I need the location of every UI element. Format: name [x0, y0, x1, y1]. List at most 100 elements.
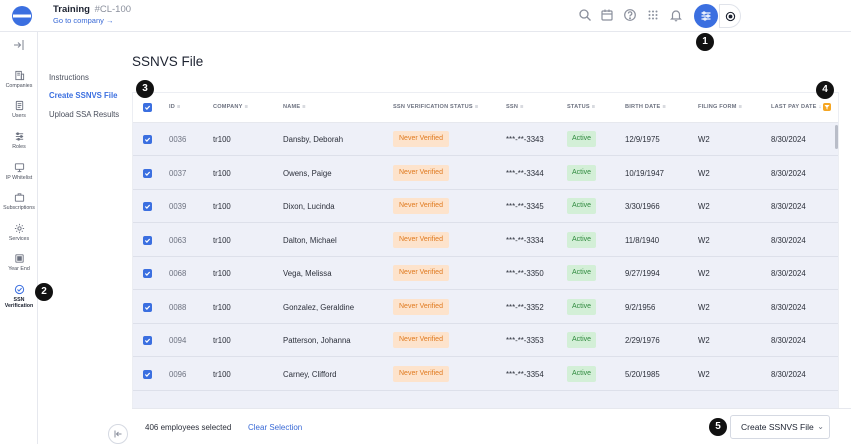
row-checkbox[interactable]: [143, 302, 152, 312]
row-checkbox[interactable]: [143, 235, 152, 245]
apps-grid-icon[interactable]: [646, 8, 660, 22]
nav-year-end[interactable]: Year End: [0, 253, 38, 272]
callout-marker-3: 3: [136, 80, 154, 98]
cell-ssn: ***-**-3345: [506, 202, 544, 211]
clear-selection-link[interactable]: Clear Selection: [248, 423, 303, 432]
cell-name: Dalton, Michael: [283, 235, 337, 245]
row-checkbox[interactable]: [143, 369, 152, 379]
table-row[interactable]: 0096 tr100 Carney, Clifford Never Verified *…: [133, 358, 838, 391]
cell-name: Owens, Paige: [283, 168, 332, 178]
cell-company: tr100: [213, 269, 231, 278]
nav-companies[interactable]: Companies: [0, 70, 38, 89]
cell-id: 0088: [169, 302, 187, 312]
cell-birth-date: 12/9/1975: [625, 135, 660, 144]
subnav-upload-ssa-results[interactable]: Upload SSA Results: [49, 110, 120, 119]
calendar-icon[interactable]: [600, 8, 614, 22]
cell-last-pay-date: 8/30/2024: [771, 202, 806, 211]
column-header-name[interactable]: NAME ≡: [283, 104, 306, 110]
column-header-id[interactable]: ID ≡: [169, 104, 181, 110]
nav-label-line1: SSN: [13, 297, 25, 303]
chevron-down-icon[interactable]: ⌄: [817, 422, 824, 431]
user-menu-button[interactable]: [719, 4, 741, 28]
secondary-nav: Instructions Create SSNVS File Upload SS…: [38, 32, 132, 444]
cell-ssn: ***-**-3344: [506, 168, 544, 178]
callout-marker-5: 5: [709, 418, 727, 436]
column-header-birth-date[interactable]: BIRTH DATE ≡: [625, 104, 666, 110]
filter-icon[interactable]: ≡: [302, 104, 306, 110]
bell-icon[interactable]: [669, 8, 683, 22]
table-row[interactable]: 0037 tr100 Owens, Paige Never Verified ***-*…: [133, 157, 838, 190]
monitor-icon: [14, 163, 24, 173]
row-checkbox[interactable]: [143, 202, 152, 211]
go-to-company-link[interactable]: Go to company →: [53, 16, 114, 25]
status-badge-active: Active: [567, 298, 597, 315]
column-header-ssn-status[interactable]: SSN VERIFICATION STATUS ≡: [393, 104, 479, 110]
nav-label-line2: Verification: [4, 303, 34, 309]
active-filter-icon[interactable]: [823, 103, 831, 111]
table-row[interactable]: 0068 tr100 Vega, Melissa Never Verified ***-…: [133, 257, 838, 290]
sort-desc-icon[interactable]: ↓: [818, 104, 822, 110]
cell-id: 0096: [169, 369, 187, 379]
column-header-last-pay-date[interactable]: LAST PAY DATE ↓: [771, 104, 822, 110]
nav-roles[interactable]: Roles: [0, 131, 38, 150]
column-header-company[interactable]: COMPANY ≡: [213, 104, 249, 110]
primary-nav-rail: Companies Users Roles IP Whitelist Subsc…: [0, 32, 38, 444]
cell-ssn: ***-**-3334: [506, 235, 544, 245]
row-checkbox[interactable]: [143, 168, 152, 178]
filter-icon[interactable]: ≡: [520, 104, 524, 110]
check-icon: [144, 204, 151, 209]
table-row[interactable]: 0039 tr100 Dixon, Lucinda Never Verified ***…: [133, 190, 838, 223]
nav-ip-whitelist[interactable]: IP Whitelist: [0, 162, 38, 181]
nav-users[interactable]: Users: [0, 100, 38, 119]
nav-label: IP Whitelist: [5, 175, 33, 181]
status-badge-never-verified: Never Verified: [393, 164, 449, 181]
row-checkbox[interactable]: [143, 336, 152, 345]
cell-ssn: ***-**-3350: [506, 269, 544, 278]
collapse-nav-icon[interactable]: [12, 38, 26, 52]
check-icon: [144, 171, 151, 176]
page-title: SSNVS File: [132, 54, 204, 69]
filter-icon[interactable]: ≡: [244, 104, 249, 110]
filter-icon[interactable]: ≡: [738, 104, 743, 110]
filter-icon[interactable]: ≡: [177, 104, 181, 110]
status-badge-active: Active: [567, 231, 597, 248]
cell-last-pay-date: 8/30/2024: [771, 302, 806, 312]
subnav-instructions[interactable]: Instructions: [49, 73, 89, 82]
row-checkbox[interactable]: [143, 135, 152, 144]
column-header-ssn[interactable]: SSN ≡: [506, 104, 524, 110]
nav-services[interactable]: Services: [0, 223, 38, 242]
column-header-filing-form[interactable]: FILING FORM ≡: [698, 104, 743, 110]
select-all-checkbox[interactable]: [143, 103, 152, 112]
cell-birth-date: 10/19/1947: [625, 168, 665, 178]
cell-birth-date: 11/8/1940: [625, 235, 660, 245]
table-row[interactable]: 0036 tr100 Dansby, Deborah Never Verified **…: [133, 123, 838, 156]
filter-icon[interactable]: ≡: [591, 104, 596, 110]
cell-name: Dixon, Lucinda: [283, 202, 335, 211]
filter-icon[interactable]: ≡: [662, 104, 666, 110]
status-badge-never-verified: Never Verified: [393, 231, 449, 248]
filter-icon[interactable]: ≡: [474, 104, 479, 110]
nav-subscriptions[interactable]: Subscriptions: [0, 192, 38, 211]
cell-id: 0036: [169, 135, 187, 144]
cell-id: 0037: [169, 168, 187, 178]
collapse-subnav-button[interactable]: [108, 424, 128, 444]
cell-name: Carney, Clifford: [283, 369, 337, 379]
create-ssnvs-file-button[interactable]: Create SSNVS File ⌄: [730, 415, 830, 439]
column-header-status[interactable]: STATUS ≡: [567, 104, 596, 110]
settings-sliders-button[interactable]: [694, 4, 718, 28]
company-name: Training: [53, 4, 90, 15]
search-icon[interactable]: [578, 8, 592, 22]
scroll-thumb[interactable]: [835, 125, 838, 149]
table-row[interactable]: 0063 tr100 Dalton, Michael Never Verified **…: [133, 224, 838, 257]
table-row[interactable]: 0094 tr100 Patterson, Johanna Never Verifie…: [133, 324, 838, 357]
help-icon[interactable]: [623, 8, 637, 22]
subnav-create-ssnvs-file[interactable]: Create SSNVS File: [49, 91, 118, 100]
check-icon: [144, 137, 151, 142]
nav-ssn-verification[interactable]: SSN Verification: [0, 284, 38, 309]
sliders-icon: [701, 11, 711, 21]
cell-ssn: ***-**-3354: [506, 369, 544, 379]
vertical-scrollbar[interactable]: [833, 123, 838, 429]
table-row[interactable]: 0088 tr100 Gonzalez, Geraldine Never Verifi…: [133, 291, 838, 324]
logo-icon[interactable]: [11, 5, 33, 27]
row-checkbox[interactable]: [143, 269, 152, 278]
